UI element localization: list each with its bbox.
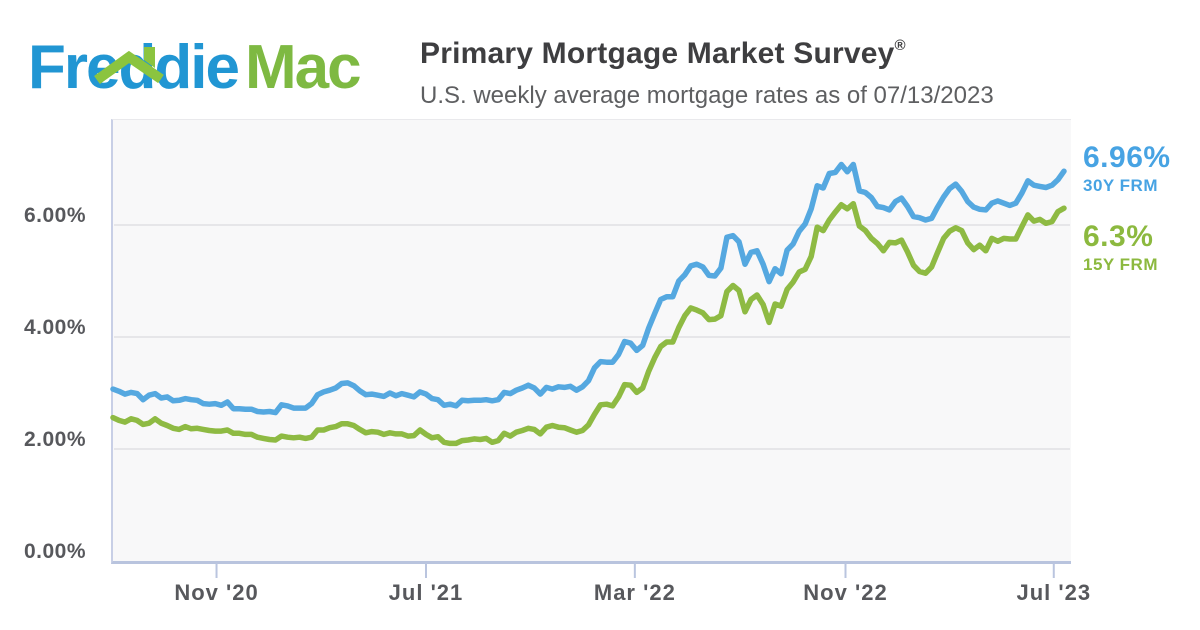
page-title: Primary Mortgage Market Survey® bbox=[420, 28, 994, 72]
y-axis-label: 6.00% bbox=[23, 204, 86, 227]
page-subtitle: U.S. weekly average mortgage rates as of… bbox=[420, 82, 994, 109]
line-30y-frm bbox=[110, 161, 1067, 416]
legend-15y-frm: 6.3% 15Y FRM bbox=[1083, 221, 1158, 275]
y-axis-label: 4.00% bbox=[23, 316, 86, 339]
x-axis-label: Mar '22 bbox=[593, 580, 676, 605]
logo-text-freddie: Freddie bbox=[28, 33, 240, 102]
plot-area bbox=[111, 119, 1071, 564]
y-axis-label: 0.00% bbox=[23, 540, 86, 563]
logo-text-mac: Mac bbox=[244, 33, 362, 102]
logo-wordmark: Freddie Mac bbox=[28, 37, 362, 99]
x-axis-label: Nov '22 bbox=[803, 580, 888, 605]
page-title-text: Primary Mortgage Market Survey bbox=[420, 37, 895, 70]
x-axis-label: Jul '23 bbox=[1016, 580, 1092, 605]
freddie-mac-logo: Freddie Mac bbox=[28, 37, 362, 99]
rate-label-30y: 30Y FRM bbox=[1083, 176, 1158, 195]
house-roof-icon bbox=[94, 47, 164, 85]
title-block: Primary Mortgage Market Survey® U.S. wee… bbox=[420, 28, 994, 110]
x-axis-label: Nov '20 bbox=[174, 580, 259, 605]
line-15y-frm bbox=[110, 200, 1067, 447]
x-axis-label: Jul '21 bbox=[388, 580, 464, 605]
registered-trademark-symbol: ® bbox=[894, 37, 906, 54]
y-axis-label: 2.00% bbox=[23, 428, 86, 451]
legend-30y-frm: 6.96% 30Y FRM bbox=[1083, 142, 1171, 196]
rate-value-15y: 6.3% bbox=[1083, 220, 1154, 253]
rate-label-15y: 15Y FRM bbox=[1083, 255, 1158, 274]
rate-value-30y: 6.96% bbox=[1083, 141, 1171, 174]
